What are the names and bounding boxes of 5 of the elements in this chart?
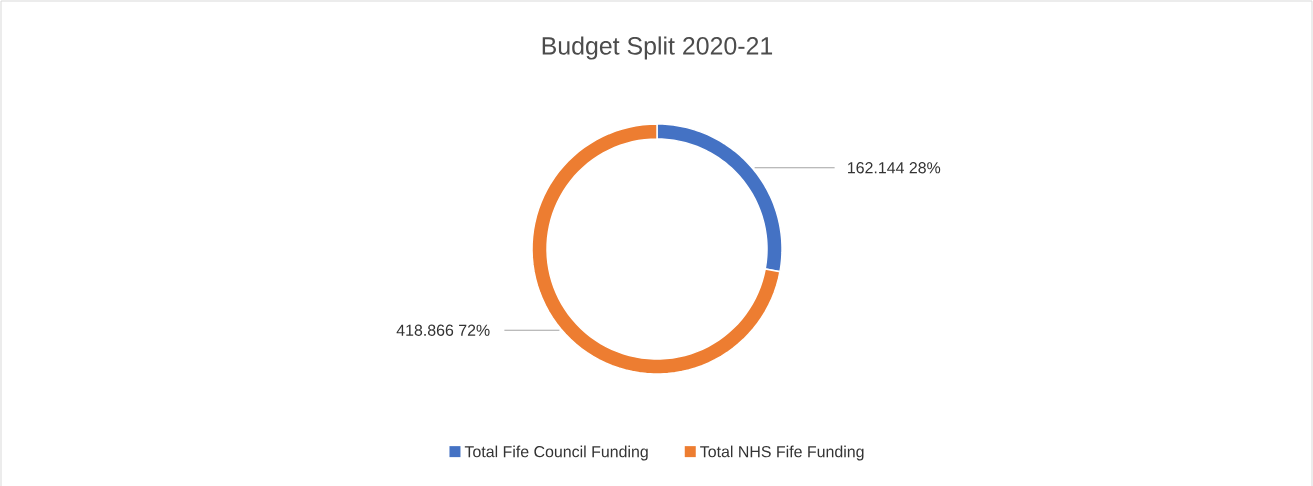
data-label: 162.144 28% bbox=[848, 162, 941, 174]
legend-label: Total Fife Council Funding bbox=[464, 445, 648, 461]
chart-title: Budget Split 2020-21 bbox=[542, 36, 773, 60]
legend-label: Total NHS Fife Funding bbox=[700, 445, 864, 461]
data-label: 418.866 72% bbox=[396, 324, 490, 336]
